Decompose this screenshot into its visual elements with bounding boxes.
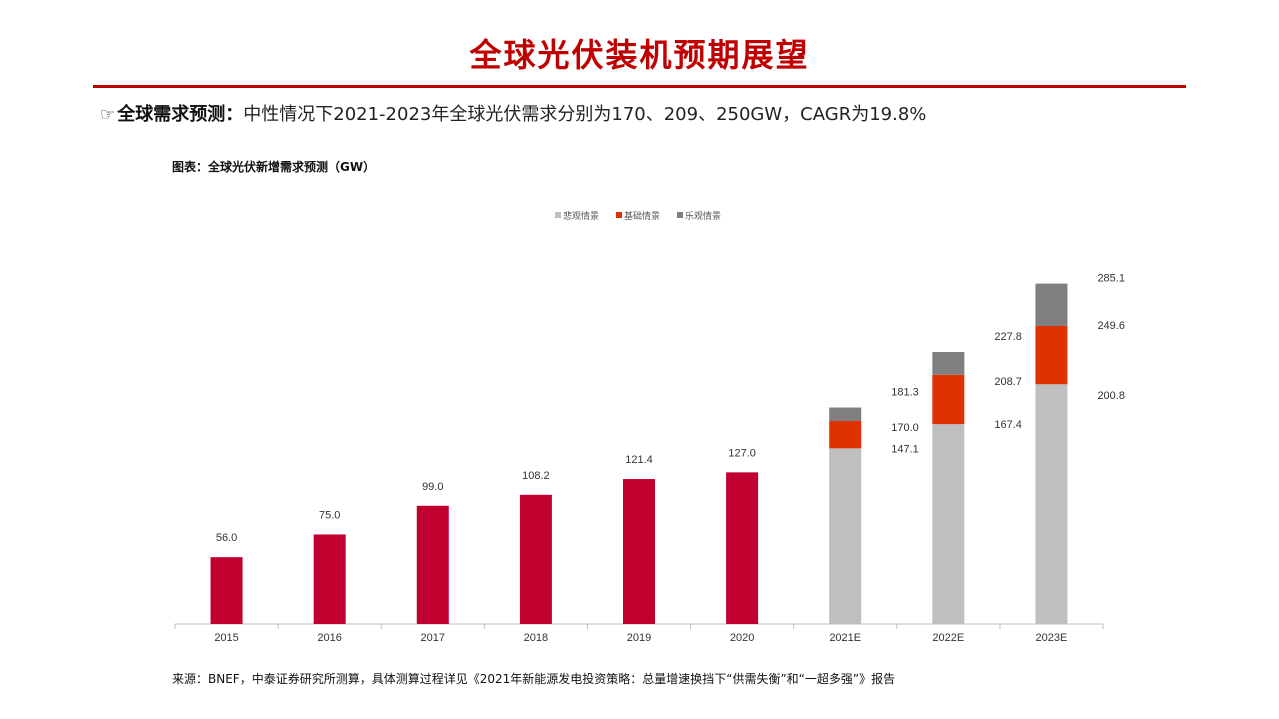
summary-bullet: ☞ 全球需求预测：中性情况下2021-2023年全球光伏需求分别为170、209、… (100, 100, 926, 126)
x-tick-label: 2019 (627, 632, 651, 644)
bar-segment (1035, 325, 1068, 385)
page-title: 全球光伏装机预期展望 (469, 36, 810, 74)
data-label: 167.4 (994, 419, 1022, 431)
x-tick-label: 2022E (932, 632, 964, 644)
bar-actual (210, 557, 243, 624)
x-tick-label: 2018 (524, 632, 548, 644)
x-tick-label: 2017 (421, 632, 445, 644)
bar-actual (416, 505, 449, 624)
bar-segment (932, 352, 965, 375)
bar-actual (623, 479, 655, 624)
bar-actual (313, 534, 346, 624)
data-label: 99.0 (422, 481, 443, 493)
source-note: 来源：BNEF，中泰证券研究所测算，具体测算过程详见《2021年新能源发电投资策… (172, 672, 896, 686)
bar-actual (726, 472, 759, 624)
legend-label: 基础情景 (624, 210, 660, 221)
summary-text: 中性情况下2021-2023年全球光伏需求分别为170、209、250GW，CA… (243, 104, 927, 125)
data-label: 170.0 (891, 422, 919, 434)
figure-title: 图表：全球光伏新增需求预测（GW） (172, 160, 376, 174)
summary-lead: 全球需求预测： (117, 104, 244, 125)
x-tick-label: 2015 (214, 632, 238, 644)
bar-segment (1035, 384, 1068, 624)
data-label: 147.1 (891, 443, 919, 455)
legend-label: 悲观情景 (563, 210, 599, 221)
data-label: 208.7 (994, 376, 1022, 388)
data-label: 249.6 (1097, 320, 1125, 332)
data-label: 108.2 (522, 470, 550, 482)
legend-swatch (616, 212, 622, 218)
bar-segment (932, 424, 965, 624)
title-divider (93, 85, 1186, 88)
legend-swatch (677, 212, 683, 218)
bar-segment (829, 448, 862, 624)
bar-segment (829, 421, 862, 449)
data-label: 75.0 (319, 509, 340, 521)
pointing-hand-icon: ☞ (100, 105, 116, 125)
data-label: 200.8 (1097, 390, 1125, 402)
x-tick-label: 2021E (829, 632, 861, 644)
bar-segment (829, 407, 862, 422)
data-label: 181.3 (891, 387, 919, 399)
data-label: 227.8 (994, 331, 1022, 343)
x-tick-label: 2016 (317, 632, 341, 644)
data-label: 121.4 (625, 454, 653, 466)
x-tick-label: 2020 (730, 632, 754, 644)
bar-actual (519, 494, 552, 624)
data-label: 56.0 (216, 532, 237, 544)
legend-swatch (555, 212, 561, 218)
data-label: 285.1 (1097, 273, 1125, 285)
data-label: 127.0 (728, 447, 756, 459)
x-tick-label: 2023E (1036, 632, 1068, 644)
legend-label: 乐观情景 (685, 210, 721, 221)
bar-segment (1035, 283, 1068, 326)
bar-segment (932, 374, 965, 425)
